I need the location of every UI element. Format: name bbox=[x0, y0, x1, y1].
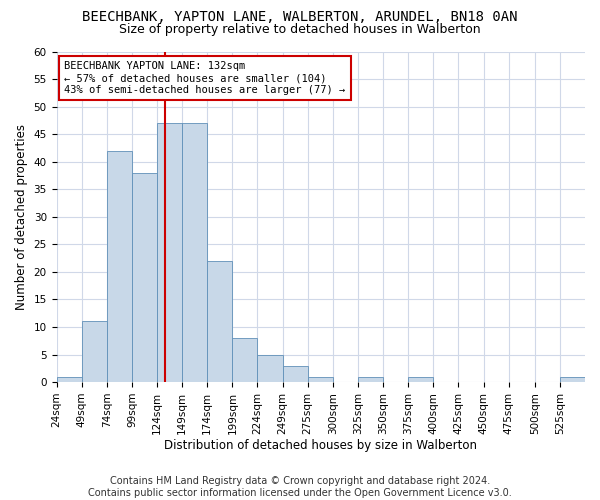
Bar bbox=[82, 322, 107, 382]
Text: BEECHBANK, YAPTON LANE, WALBERTON, ARUNDEL, BN18 0AN: BEECHBANK, YAPTON LANE, WALBERTON, ARUND… bbox=[82, 10, 518, 24]
Bar bbox=[560, 376, 585, 382]
Bar bbox=[182, 123, 207, 382]
Bar bbox=[207, 261, 232, 382]
Bar bbox=[232, 338, 257, 382]
Bar bbox=[157, 123, 182, 382]
Bar bbox=[107, 150, 132, 382]
Bar bbox=[358, 376, 383, 382]
Text: BEECHBANK YAPTON LANE: 132sqm
← 57% of detached houses are smaller (104)
43% of : BEECHBANK YAPTON LANE: 132sqm ← 57% of d… bbox=[64, 62, 346, 94]
Bar bbox=[132, 172, 157, 382]
Bar bbox=[408, 376, 433, 382]
X-axis label: Distribution of detached houses by size in Walberton: Distribution of detached houses by size … bbox=[164, 440, 477, 452]
Bar bbox=[283, 366, 308, 382]
Y-axis label: Number of detached properties: Number of detached properties bbox=[15, 124, 28, 310]
Bar bbox=[308, 376, 333, 382]
Bar bbox=[56, 376, 82, 382]
Text: Size of property relative to detached houses in Walberton: Size of property relative to detached ho… bbox=[119, 22, 481, 36]
Bar bbox=[257, 354, 283, 382]
Text: Contains HM Land Registry data © Crown copyright and database right 2024.
Contai: Contains HM Land Registry data © Crown c… bbox=[88, 476, 512, 498]
